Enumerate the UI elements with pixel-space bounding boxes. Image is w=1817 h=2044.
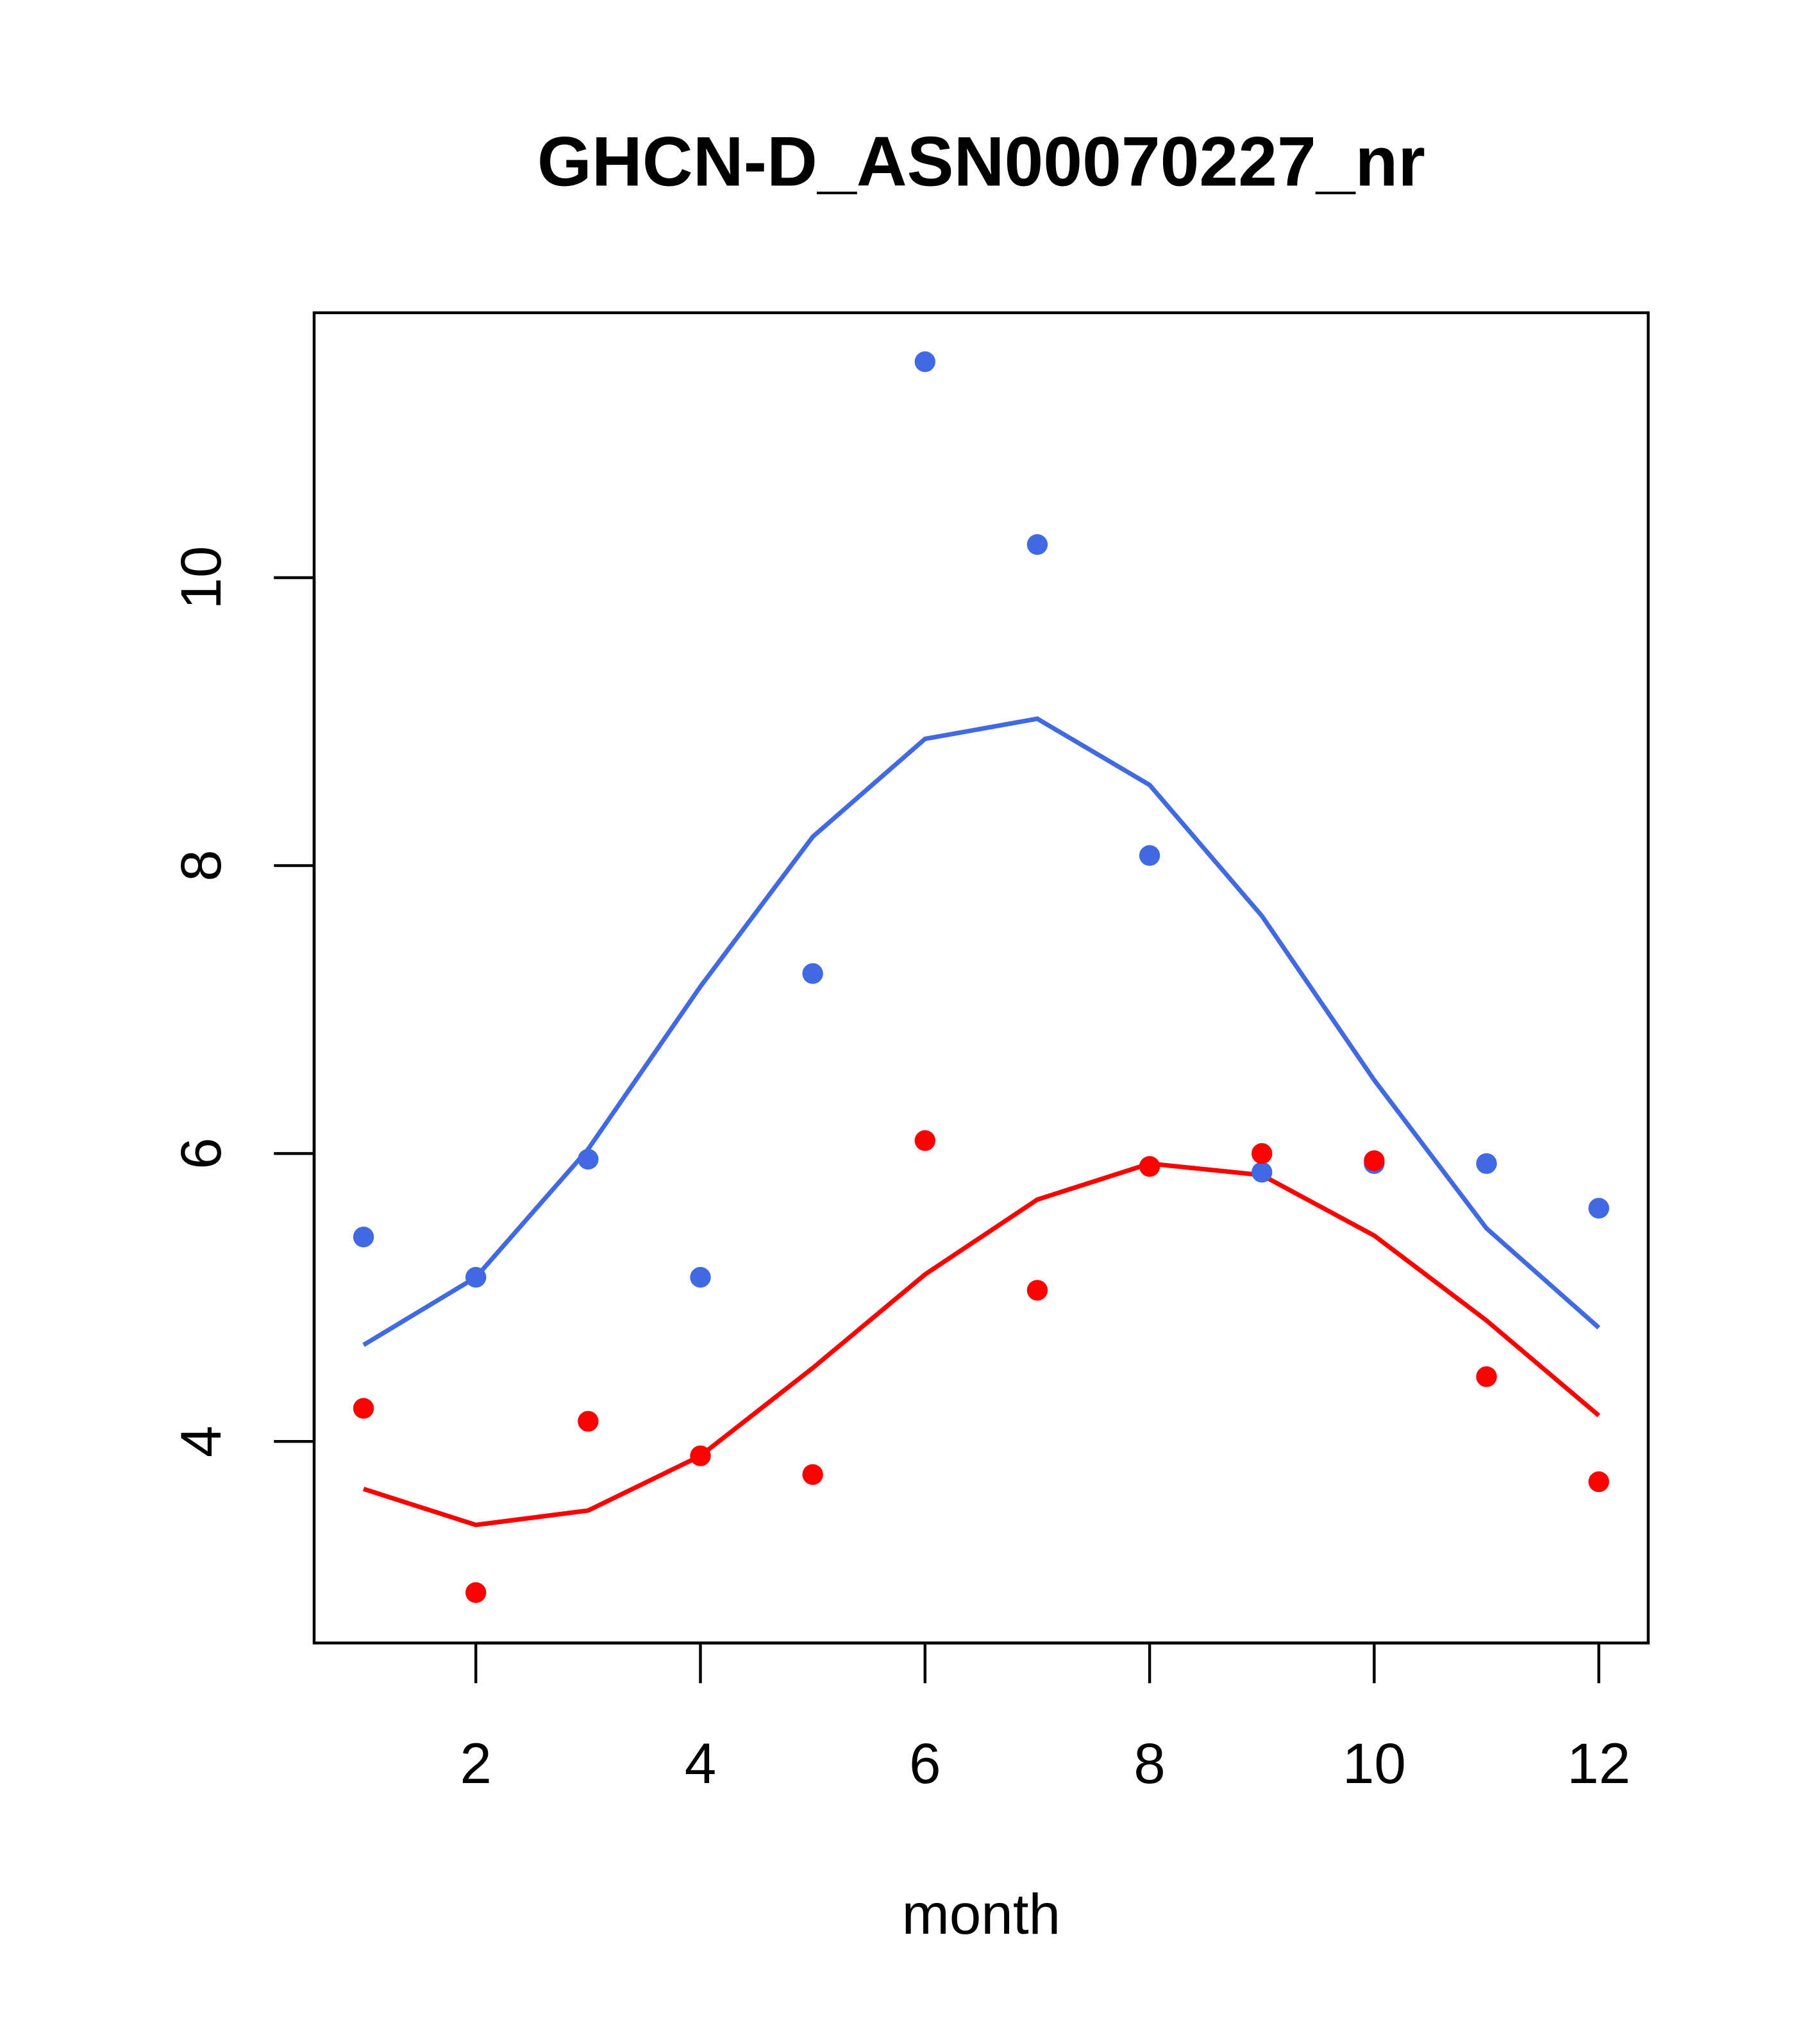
blue-point <box>914 351 935 373</box>
blue-line <box>362 716 1601 1347</box>
blue-point <box>1476 1153 1497 1175</box>
x-tick-label: 2 <box>460 1731 492 1795</box>
blue-point <box>578 1148 599 1170</box>
x-tick-label: 8 <box>1134 1731 1166 1795</box>
chart-title: GHCN-D_ASN00070227_nr <box>537 122 1425 201</box>
x-tick-label: 12 <box>1567 1731 1630 1795</box>
y-tick-label: 10 <box>169 546 233 609</box>
red-point <box>578 1411 599 1432</box>
x-tick-label: 10 <box>1343 1731 1406 1795</box>
blue-point <box>1252 1162 1273 1183</box>
blue-point <box>1588 1198 1609 1219</box>
plot-frame <box>312 311 1650 1645</box>
x-tick-label: 6 <box>909 1731 941 1795</box>
y-axis: 4 6 8 10 <box>169 546 316 1457</box>
x-axis: 2 4 6 8 10 12 <box>460 1641 1630 1795</box>
blue-point <box>690 1267 711 1288</box>
series-layer <box>353 351 1609 1604</box>
red-point <box>914 1130 935 1152</box>
red-point <box>1139 1156 1160 1177</box>
blue-point <box>802 963 823 984</box>
red-point <box>1588 1471 1609 1493</box>
x-axis-label: month <box>902 1882 1061 1946</box>
blue-point <box>1026 534 1048 555</box>
red-point <box>353 1398 374 1419</box>
red-point <box>1252 1143 1273 1164</box>
blue-point <box>465 1267 487 1288</box>
blue-point <box>353 1227 374 1248</box>
blue-point <box>1139 845 1160 866</box>
y-tick-label: 6 <box>169 1137 233 1169</box>
red-point <box>1476 1366 1497 1387</box>
red-line <box>362 1161 1600 1528</box>
red-point <box>1364 1150 1385 1171</box>
y-tick-label: 4 <box>169 1425 233 1457</box>
red-point <box>1026 1280 1048 1301</box>
y-tick-label: 8 <box>169 850 233 882</box>
red-point <box>465 1582 487 1604</box>
x-tick-label: 4 <box>685 1731 717 1795</box>
red-point <box>802 1464 823 1486</box>
red-point <box>690 1445 711 1466</box>
